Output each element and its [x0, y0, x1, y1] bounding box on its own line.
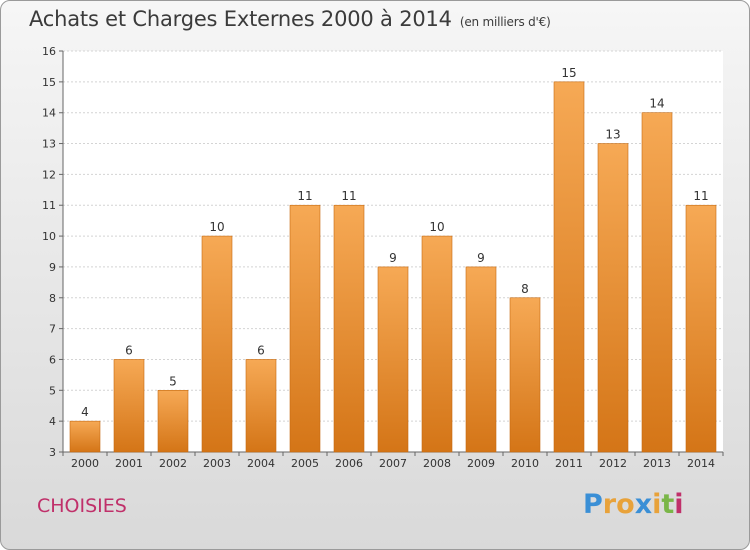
y-tick-label: 12 [42, 168, 56, 181]
y-tick-label: 4 [49, 415, 56, 428]
data-label: 4 [81, 405, 89, 419]
y-tick-label: 5 [49, 384, 56, 397]
y-tick-label: 6 [49, 353, 56, 366]
x-tick-label: 2001 [115, 457, 143, 470]
y-tick-label: 13 [42, 138, 56, 151]
data-label: 9 [477, 251, 485, 265]
logo-letter: x [634, 489, 653, 520]
town-name: CHOISIES [37, 495, 127, 517]
x-tick-label: 2006 [335, 457, 363, 470]
y-tick-label: 8 [49, 292, 56, 305]
bar [553, 81, 585, 453]
bar [157, 390, 189, 453]
logo-letter: i [652, 489, 662, 520]
bar [377, 266, 409, 453]
bar [597, 143, 629, 453]
data-label: 8 [521, 282, 529, 296]
logo-letter: i [674, 489, 684, 520]
data-label: 5 [169, 374, 177, 388]
labels: 3 4 5 6 7 8 9 10 11 12 13 14 15 16 4 2000 6 2001 5 2002 10 20… [42, 45, 715, 470]
logo-letter: r [602, 489, 617, 520]
data-label: 6 [125, 343, 133, 357]
bar [69, 420, 101, 453]
y-tick-label: 10 [42, 230, 56, 243]
bar [289, 204, 321, 453]
x-tick-label: 2011 [555, 457, 583, 470]
x-tick-label: 2012 [599, 457, 627, 470]
data-label: 11 [693, 189, 708, 203]
bar [333, 204, 365, 453]
x-tick-label: 2008 [423, 457, 451, 470]
data-label: 6 [257, 343, 265, 357]
chart-title: Achats et Charges Externes 2000 à 2014 (e… [29, 7, 551, 31]
logo-letter: o [616, 489, 635, 520]
x-tick-label: 2013 [643, 457, 671, 470]
data-label: 11 [297, 189, 312, 203]
y-tick-label: 7 [49, 323, 56, 336]
unit-label: (en milliers d'€) [459, 15, 551, 29]
y-tick-label: 16 [42, 45, 56, 58]
x-tick-label: 2004 [247, 457, 275, 470]
x-tick-label: 2005 [291, 457, 319, 470]
bar [421, 235, 453, 453]
bar [509, 297, 541, 453]
bar [685, 204, 717, 453]
data-label: 14 [649, 97, 664, 111]
x-tick-label: 2007 [379, 457, 407, 470]
data-label: 13 [605, 128, 620, 142]
x-tick-label: 2010 [511, 457, 539, 470]
data-label: 11 [341, 189, 356, 203]
x-tick-label: 2014 [687, 457, 715, 470]
data-label: 10 [209, 220, 224, 234]
x-tick-label: 2003 [203, 457, 231, 470]
bar [641, 112, 673, 453]
y-tick-label: 11 [42, 199, 56, 212]
bar [245, 359, 277, 453]
logo-letter: t [661, 489, 675, 520]
y-tick-label: 3 [49, 446, 56, 459]
data-label: 15 [561, 66, 576, 80]
proxiti-logo[interactable]: Proxiti [583, 489, 684, 520]
y-tick-label: 14 [42, 107, 56, 120]
y-tick-label: 15 [42, 76, 56, 89]
bar [201, 235, 233, 453]
x-tick-label: 2000 [71, 457, 99, 470]
data-label: 10 [429, 220, 444, 234]
title-text: Achats et Charges Externes 2000 à 2014 [29, 7, 452, 31]
logo-letter: P [583, 489, 603, 520]
x-tick-label: 2002 [159, 457, 187, 470]
x-tick-label: 2009 [467, 457, 495, 470]
bars [69, 81, 717, 453]
data-label: 9 [389, 251, 397, 265]
bar [113, 359, 145, 453]
bar [465, 266, 497, 453]
y-tick-label: 9 [49, 261, 56, 274]
